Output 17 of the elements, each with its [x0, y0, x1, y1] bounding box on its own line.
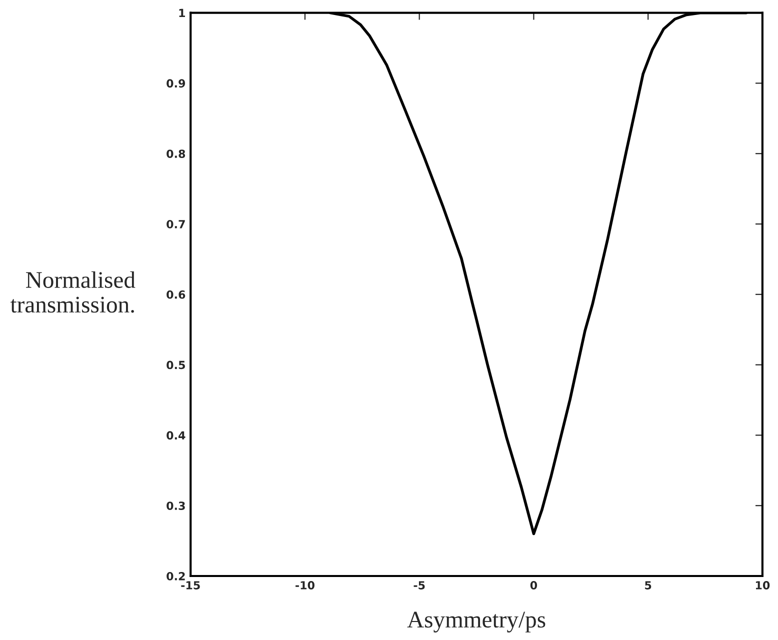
y-tick-label: 0.3	[166, 502, 185, 510]
x-tick-label: 0	[530, 581, 538, 590]
x-tick-label: 10	[756, 581, 770, 590]
y-tick-label: 0.9	[166, 79, 186, 88]
y-tick-label: 0.7	[166, 220, 185, 228]
x-tick-label: 5	[645, 581, 652, 590]
y-axis-title: Normalised transmission.	[10, 271, 136, 313]
y-tick-label: 1	[179, 8, 185, 18]
x-tick-label: -15	[181, 581, 200, 590]
y-tick-label: 0.2	[166, 572, 185, 580]
y-tick-label: 0.8	[166, 150, 186, 158]
y-tick-label: 0.5	[166, 360, 185, 370]
x-axis-title: Asymmetry/ps	[407, 612, 546, 632]
y-tick-label: 0.4	[166, 431, 186, 440]
x-tick-label: -5	[414, 581, 425, 590]
y-tick-label: 0.6	[166, 290, 186, 299]
x-tick-label: -10	[296, 581, 314, 590]
